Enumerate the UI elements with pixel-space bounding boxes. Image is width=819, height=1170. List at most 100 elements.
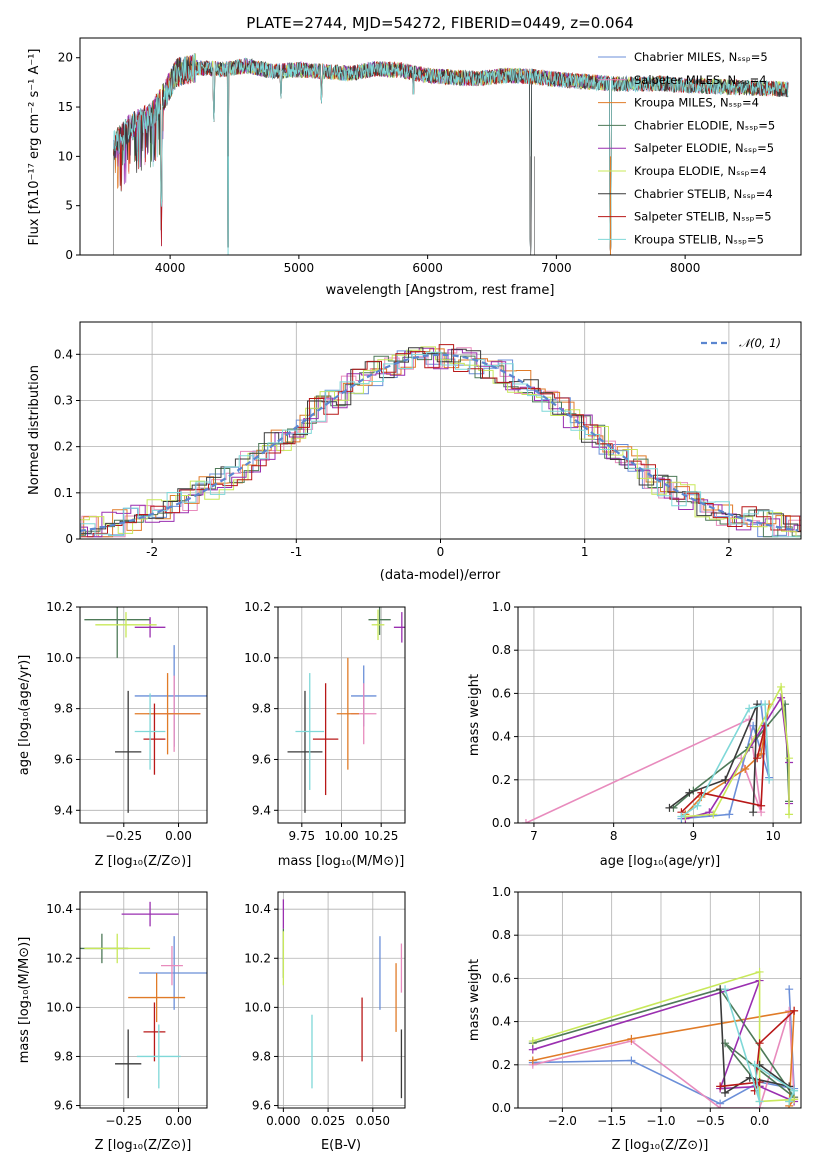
histogram-series — [80, 347, 801, 534]
x-tick-label: 10 — [765, 829, 780, 843]
weight-vs-age-xlabel: age [log₁₀(age/yr)] — [600, 854, 721, 869]
spectrum-title: PLATE=2744, MJD=54272, FIBERID=0449, z=0… — [246, 14, 633, 32]
weight-marker — [528, 1056, 537, 1065]
x-tick-label: 0.00 — [165, 1114, 192, 1128]
weight-marker — [627, 1034, 636, 1043]
x-tick-label: -1 — [290, 545, 302, 559]
x-tick-label: −2.0 — [548, 1114, 577, 1128]
x-tick-label: 9 — [690, 829, 698, 843]
y-tick-label: 10.0 — [46, 651, 73, 665]
legend-label: Chabrier ELODIE, Nₛₛₚ=5 — [634, 118, 775, 132]
x-tick-label: 7000 — [541, 261, 572, 275]
weight-marker — [790, 1006, 799, 1015]
y-tick-label: 0.4 — [492, 1015, 511, 1029]
y-tick-label: 9.6 — [54, 1099, 73, 1113]
x-tick-label: 1 — [581, 545, 589, 559]
mass-vs-EBV-xlabel: E(B-V) — [321, 1138, 361, 1153]
x-tick-label: 8 — [610, 829, 618, 843]
legend-label: Kroupa MILES, Nₛₛₚ=4 — [634, 96, 759, 110]
y-tick-label: 0.0 — [492, 816, 511, 830]
y-tick-label: 0.8 — [492, 928, 511, 942]
panel-age-vs-Z: −0.25 0.00 9.4 9.6 9.8 10.0 10.2 Z [log₁₀(Z/Z⊙… — [17, 600, 208, 869]
panel-spectrum: PLATE=2744, MJD=54272, FIBERID=0449, z=0… — [27, 14, 802, 298]
y-tick-label: 0.3 — [54, 393, 73, 407]
panel-mass-vs-Z: −0.25 0.00 9.6 9.8 10.0 10.2 10.4 Z [log₁₀(Z/Z… — [17, 891, 208, 1153]
legend-label: Chabrier STELIB, Nₛₛₚ=4 — [634, 187, 773, 201]
x-tick-label: 9.75 — [288, 829, 315, 843]
x-tick-label: -2 — [146, 545, 158, 559]
y-tick-label: 0.6 — [492, 686, 511, 700]
spectrum-frame — [79, 37, 802, 256]
x-tick-label: −0.5 — [696, 1114, 725, 1128]
y-tick-label: 0.0 — [492, 1101, 511, 1115]
mass-vs-Z-xlabel: Z [log₁₀(Z/Z⊙)] — [95, 1138, 192, 1153]
weight-marker — [790, 1095, 799, 1104]
legend-label: Salpeter MILES, Nₛₛₚ=4 — [634, 73, 767, 87]
age-vs-Z-ylabel: age [log₁₀(age/yr)] — [17, 655, 32, 776]
x-tick-label: 0.025 — [311, 1114, 345, 1128]
y-tick-label: 10.4 — [244, 902, 271, 916]
weight-marker — [753, 754, 762, 763]
age-vs-Z-xlabel: Z [log₁₀(Z/Z⊙)] — [95, 854, 192, 869]
spectrum-xlabel: wavelength [Angstrom, rest frame] — [326, 283, 555, 298]
weight-vs-Z-xlabel: Z [log₁₀(Z/Z⊙)] — [612, 1138, 709, 1153]
x-tick-label: 5000 — [284, 261, 315, 275]
spectrum-ylabel: Flux [fλ10⁻¹⁷ erg cm⁻² s⁻¹ A⁻¹] — [27, 49, 42, 246]
x-tick-label: 0.050 — [356, 1114, 390, 1128]
y-tick-label: 1.0 — [492, 600, 511, 614]
y-tick-label: 10.0 — [244, 1000, 271, 1014]
x-tick-label: 10.25 — [364, 829, 398, 843]
y-tick-label: 20 — [58, 51, 73, 65]
normal-legend-label: 𝒩(0, 1) — [739, 336, 781, 350]
mass-vs-EBV-plot-area — [278, 892, 405, 1108]
panel-weight-vs-age: 7 8 9 10 0.0 0.2 0.4 0.6 0.8 1.0 age [log₁₀(age/y… — [467, 600, 802, 869]
age-vs-mass-plot-area — [278, 606, 405, 823]
weight-vs-Z-ticks: −2.0 −1.5 −1.0 −0.5 0.0 0.0 0.2 0.4 0.6 0.8 1.0 — [492, 885, 769, 1128]
weight-marker — [745, 704, 754, 713]
weight-marker — [685, 788, 694, 797]
residuals-ticks: -2 -1 0 1 2 0 0.1 0.2 0.3 0.4 — [54, 347, 733, 559]
x-tick-label: −1.0 — [646, 1114, 675, 1128]
weight-marker — [785, 985, 794, 994]
weight-marker — [785, 754, 794, 763]
age-vs-Z-ticks: −0.25 0.00 9.4 9.6 9.8 10.0 10.2 — [46, 600, 192, 843]
weight-marker — [693, 801, 702, 810]
y-tick-label: 1.0 — [492, 885, 511, 899]
histogram-series — [80, 352, 801, 538]
y-tick-label: 10.4 — [46, 902, 73, 916]
x-tick-label: 4000 — [155, 261, 186, 275]
weight-marker — [755, 967, 764, 976]
weight-marker — [721, 985, 730, 994]
legend-label: Chabrier MILES, Nₛₛₚ=5 — [634, 50, 768, 64]
mass-vs-Z-ylabel: mass [log₁₀(M/M⊙)] — [17, 937, 32, 1064]
y-tick-label: 10.2 — [46, 951, 73, 965]
weight-marker — [627, 1056, 636, 1065]
weight-vs-age-ylabel: mass weight — [467, 674, 482, 756]
panel-age-vs-mass: 9.75 10.00 10.25 9.4 9.6 9.8 10.0 10.2 mass [lo… — [244, 600, 406, 869]
weight-marker — [677, 812, 686, 821]
weight-marker — [761, 721, 770, 730]
y-tick-label: 10 — [58, 149, 73, 163]
histogram-series — [80, 351, 801, 538]
y-tick-label: 9.6 — [54, 752, 73, 766]
panel-residuals: -2 -1 0 1 200.10.20.30.4 (data-model)/error … — [27, 321, 802, 583]
x-tick-label: −0.25 — [105, 1114, 142, 1128]
weight-marker — [777, 682, 786, 691]
y-tick-label: 10.2 — [46, 600, 73, 614]
mass-vs-Z-plot-area — [80, 892, 207, 1108]
legend-label: Kroupa STELIB, Nₛₛₚ=5 — [634, 232, 764, 246]
weight-marker — [716, 1104, 725, 1108]
y-tick-label: 10.0 — [46, 1000, 73, 1014]
residuals-legend: 𝒩(0, 1) — [701, 336, 781, 350]
weight-marker — [721, 1088, 730, 1097]
histogram-series — [80, 344, 801, 538]
weight-marker — [749, 808, 758, 817]
weight-vs-Z-plot-area — [518, 891, 801, 1109]
weight-vs-age-ticks: 7 8 9 10 0.0 0.2 0.4 0.6 0.8 1.0 — [492, 600, 781, 843]
weight-vs-Z-ylabel: mass weight — [467, 959, 482, 1041]
mass-vs-Z-ticks: −0.25 0.00 9.6 9.8 10.0 10.2 10.4 — [46, 902, 192, 1128]
x-tick-label: 0.000 — [266, 1114, 300, 1128]
weight-marker — [521, 819, 530, 823]
weight-marker — [755, 1097, 764, 1106]
y-tick-label: 0.4 — [492, 730, 511, 744]
